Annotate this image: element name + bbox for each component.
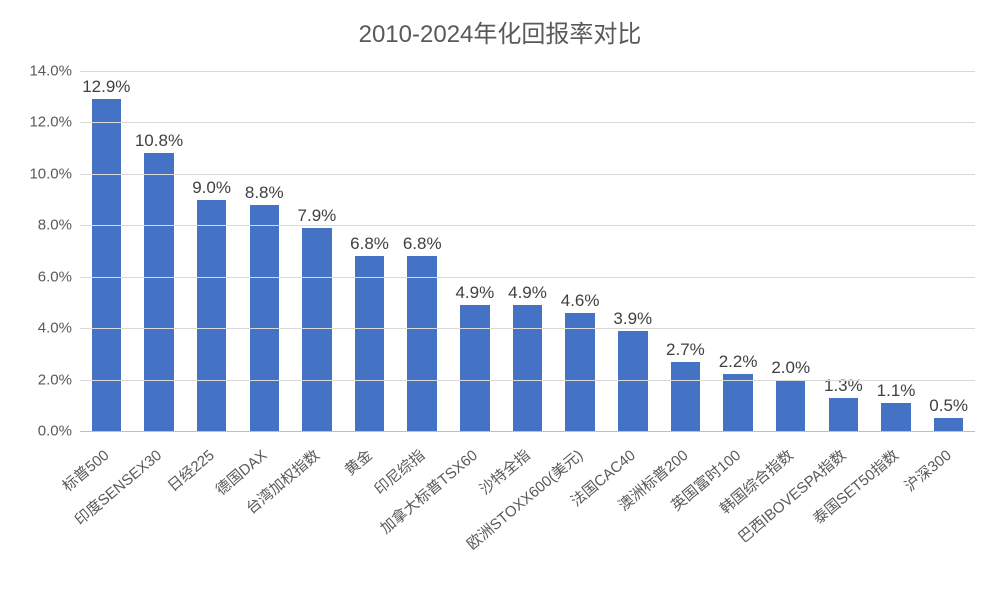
bar-value-label: 10.8% [135, 131, 183, 151]
bar [407, 256, 436, 431]
bar [513, 305, 542, 431]
plot-area: 12.9% 10.8% 9.0% 8.8% 7.9% 6.8% 6.8% 4.9% 4.9% 4.… [80, 70, 975, 432]
bar-value-label: 4.9% [508, 283, 547, 303]
bar [618, 331, 647, 431]
bar-slot: 2.2% [712, 71, 765, 431]
bar-value-label: 7.9% [298, 206, 337, 226]
y-tick-label: 10.0% [29, 165, 80, 182]
bar-value-label: 0.5% [929, 396, 968, 416]
gridline [80, 328, 975, 329]
bar [723, 374, 752, 431]
bar-value-label: 4.9% [455, 283, 494, 303]
y-tick-label: 4.0% [38, 320, 80, 337]
y-tick-label: 6.0% [38, 268, 80, 285]
bar-slot: 4.9% [449, 71, 502, 431]
gridline [80, 71, 975, 72]
bar-slot: 12.9% [80, 71, 133, 431]
gridline [80, 174, 975, 175]
bar-slot: 2.0% [764, 71, 817, 431]
gridline [80, 277, 975, 278]
y-tick-label: 2.0% [38, 371, 80, 388]
gridline [80, 122, 975, 123]
bar-value-label: 9.0% [192, 178, 231, 198]
bar [565, 313, 594, 431]
bar [197, 200, 226, 431]
bar-slot: 4.6% [554, 71, 607, 431]
bar [460, 305, 489, 431]
bar-value-label: 2.0% [771, 358, 810, 378]
bar-value-label: 6.8% [350, 234, 389, 254]
bar-slot: 6.8% [343, 71, 396, 431]
bar [355, 256, 384, 431]
bar-slot: 1.3% [817, 71, 870, 431]
bars-layer: 12.9% 10.8% 9.0% 8.8% 7.9% 6.8% 6.8% 4.9% 4.9% 4.… [80, 71, 975, 431]
bar-slot: 3.9% [606, 71, 659, 431]
bar-chart: 2010-2024年化回报率对比 12.9% 10.8% 9.0% 8.8% 7.9% 6… [0, 0, 1000, 602]
bar [934, 418, 963, 431]
bar-slot: 1.1% [870, 71, 923, 431]
bar-slot: 10.8% [133, 71, 186, 431]
bar-value-label: 1.1% [877, 381, 916, 401]
gridline [80, 225, 975, 226]
bar-value-label: 4.6% [561, 291, 600, 311]
bar-slot: 6.8% [396, 71, 449, 431]
y-tick-label: 14.0% [29, 63, 80, 80]
bar [881, 403, 910, 431]
bar [776, 380, 805, 431]
bar [92, 99, 121, 431]
bar-slot: 9.0% [185, 71, 238, 431]
bar [144, 153, 173, 431]
bar-value-label: 8.8% [245, 183, 284, 203]
y-tick-label: 0.0% [38, 423, 80, 440]
bar [829, 398, 858, 431]
y-tick-label: 8.0% [38, 217, 80, 234]
chart-title: 2010-2024年化回报率对比 [0, 14, 1000, 49]
bar-value-label: 2.7% [666, 340, 705, 360]
bar-slot: 8.8% [238, 71, 291, 431]
bar [250, 205, 279, 431]
bar-slot: 0.5% [922, 71, 975, 431]
bar-slot: 2.7% [659, 71, 712, 431]
bar-value-label: 6.8% [403, 234, 442, 254]
y-tick-label: 12.0% [29, 114, 80, 131]
bar-slot: 7.9% [291, 71, 344, 431]
bar-slot: 4.9% [501, 71, 554, 431]
bar [671, 362, 700, 431]
gridline [80, 380, 975, 381]
bar-value-label: 3.9% [613, 309, 652, 329]
bar-value-label: 2.2% [719, 352, 758, 372]
bar [302, 228, 331, 431]
bar-value-label: 12.9% [82, 77, 130, 97]
